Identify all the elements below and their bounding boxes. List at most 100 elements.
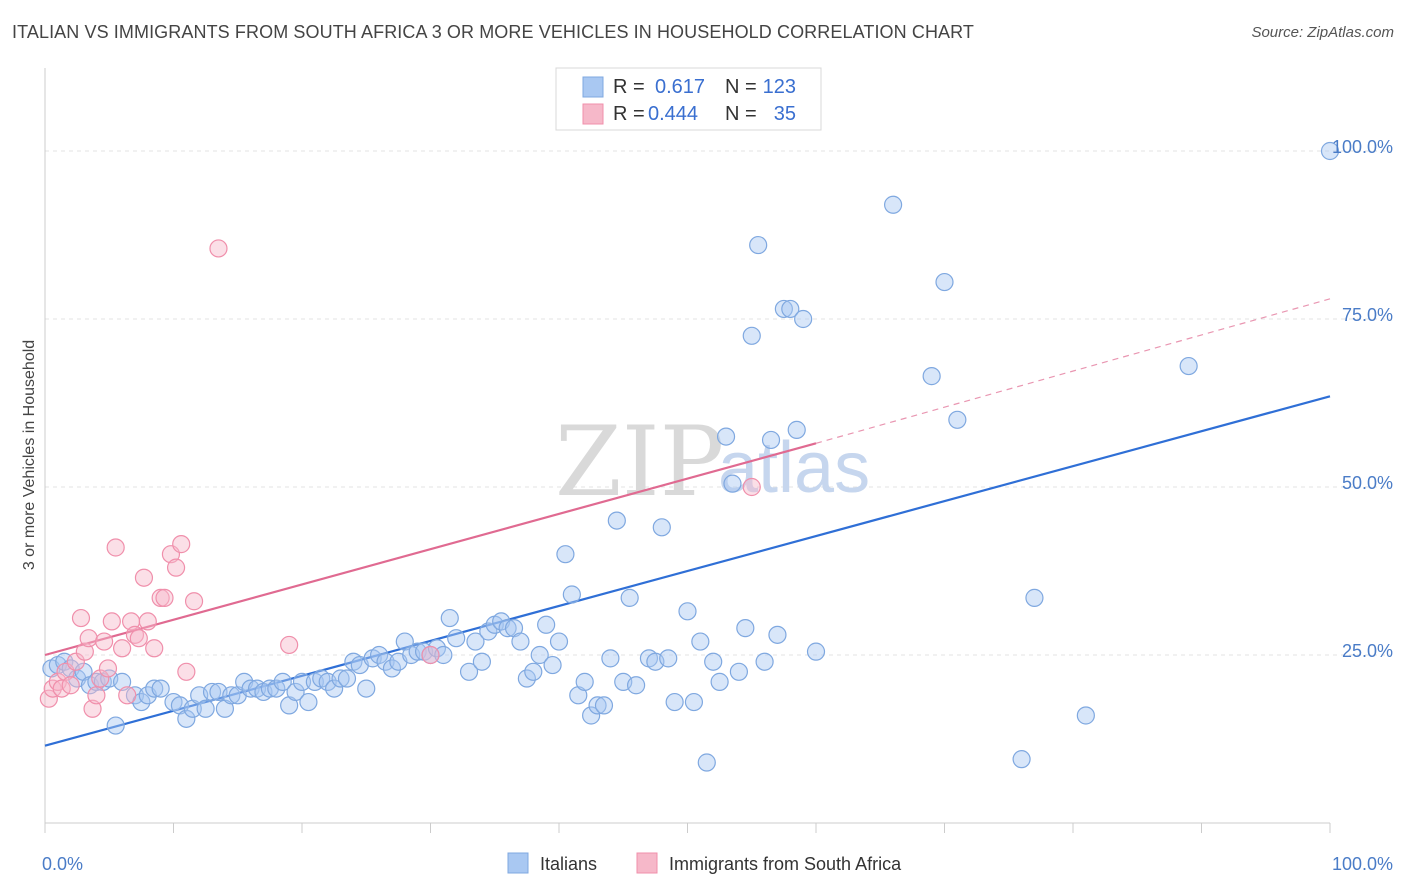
bottom-legend-swatch-south-africa [636, 852, 658, 874]
italians-point-68 [498, 619, 517, 638]
legend-n-value-1: 123 [763, 76, 796, 98]
italians-point-114 [883, 195, 903, 214]
y-tick-label-100: 100.0% [1332, 137, 1393, 157]
italians-point-94 [678, 602, 697, 621]
tick-labels: 25.0% 50.0% 75.0% 100.0% 0.0% 100.0% [42, 137, 1393, 874]
bottom-legend-italians: Italians [540, 854, 597, 874]
bottom-legend-swatch-italians [507, 852, 529, 874]
italians-point-51 [382, 659, 402, 678]
italians-point-22 [196, 699, 215, 718]
trend-line-dashed-1 [815, 298, 1331, 444]
x-tick-label-100: 100.0% [1332, 854, 1393, 874]
italians-point-100 [716, 427, 736, 446]
italians-point-119 [1025, 588, 1044, 607]
south-africa-point-29 [172, 535, 191, 554]
italians-point-109 [774, 299, 793, 319]
grid-lines [45, 150, 1392, 656]
italians-point-43 [331, 669, 350, 688]
italians-point-103 [736, 619, 755, 638]
italians-point-104 [742, 326, 761, 345]
south-africa-point-15 [102, 612, 121, 631]
south-africa-point-35 [742, 477, 761, 497]
south-africa-point-24 [145, 639, 164, 658]
italians-point-105 [749, 235, 768, 255]
italians-point-75 [543, 655, 562, 675]
south-africa-point-25 [151, 588, 170, 607]
south-africa-point-6 [66, 652, 85, 671]
watermark: ZIP atlas [555, 406, 870, 518]
legend-n-label-2: N = [725, 103, 757, 125]
italians-point-110 [781, 299, 800, 319]
south-africa-point-0 [39, 689, 58, 708]
italians-point-93 [665, 692, 684, 712]
italians-point-84 [601, 649, 620, 668]
italians-point-87 [620, 588, 639, 607]
south-africa-point-12 [91, 669, 110, 688]
source-label: Source: ZipAtlas.com [1251, 24, 1394, 41]
italians-point-62 [459, 662, 479, 681]
italians-point-102 [729, 662, 749, 681]
south-africa-point-28 [166, 558, 186, 577]
italians-point-76 [549, 632, 569, 651]
south-africa-point-11 [87, 686, 106, 705]
italians-point-50 [376, 652, 395, 671]
italians-point-91 [652, 518, 671, 537]
italians-point-82 [588, 696, 607, 715]
italians-point-112 [794, 309, 813, 329]
italians-point-64 [472, 652, 491, 671]
italians-point-96 [691, 632, 710, 651]
italians-point-61 [447, 629, 466, 648]
italians-point-116 [935, 272, 954, 292]
italians-point-80 [575, 672, 594, 691]
italians-point-15 [145, 679, 164, 698]
south-africa-point-34 [421, 645, 440, 665]
italians-point-85 [607, 511, 626, 530]
italians-point-88 [626, 676, 646, 695]
south-africa-point-30 [177, 662, 196, 681]
x-tick-label-0: 0.0% [42, 854, 83, 874]
south-africa-point-8 [75, 642, 94, 661]
italians-point-23 [202, 682, 222, 702]
south-africa-point-18 [118, 686, 137, 705]
south-africa-point-32 [209, 239, 228, 258]
legend-n-label-1: N = [725, 76, 757, 98]
italians-point-108 [768, 625, 787, 644]
south-africa-point-21 [129, 629, 148, 648]
legend-r-label-2: R = [613, 103, 645, 125]
italians-point-44 [337, 669, 357, 688]
italians-point-34 [273, 672, 292, 691]
italians-point-121 [1179, 356, 1198, 376]
italians-point-78 [562, 585, 581, 604]
italians-point-36 [286, 682, 305, 702]
italians-point-113 [806, 642, 826, 661]
italians-point-59 [434, 645, 453, 665]
italians-point-63 [466, 632, 485, 651]
south-africa-point-23 [138, 612, 157, 631]
south-africa-point-14 [98, 659, 118, 678]
italians-point-73 [530, 645, 549, 665]
legend-r-value-2: 0.444 [648, 103, 698, 125]
italians-point-11 [112, 672, 132, 691]
legend-swatch-south-africa [582, 103, 604, 125]
italians-point-106 [755, 652, 774, 671]
italians-point-115 [922, 367, 941, 386]
italians-point-26 [222, 686, 241, 705]
legend-swatch-italians [582, 76, 604, 98]
legend-n-value-2: 35 [774, 103, 796, 125]
italians-point-33 [267, 679, 286, 698]
italians-point-37 [292, 672, 312, 691]
italians-point-16 [151, 679, 170, 698]
chart-title: ITALIAN VS IMMIGRANTS FROM SOUTH AFRICA … [12, 22, 975, 42]
italians-point-99 [710, 672, 729, 691]
series-legend: Italians Immigrants from South Africa [507, 852, 902, 874]
y-axis-label: 3 or more Vehicles in Household [21, 340, 38, 570]
italians-point-101 [723, 474, 742, 493]
italians-point-81 [582, 706, 601, 725]
italians-point-98 [704, 652, 723, 671]
legend-r-label-1: R = [613, 76, 645, 98]
axes [44, 68, 1331, 833]
italians-point-92 [659, 649, 678, 668]
italians-point-74 [537, 615, 556, 634]
south-africa-point-22 [134, 568, 154, 587]
